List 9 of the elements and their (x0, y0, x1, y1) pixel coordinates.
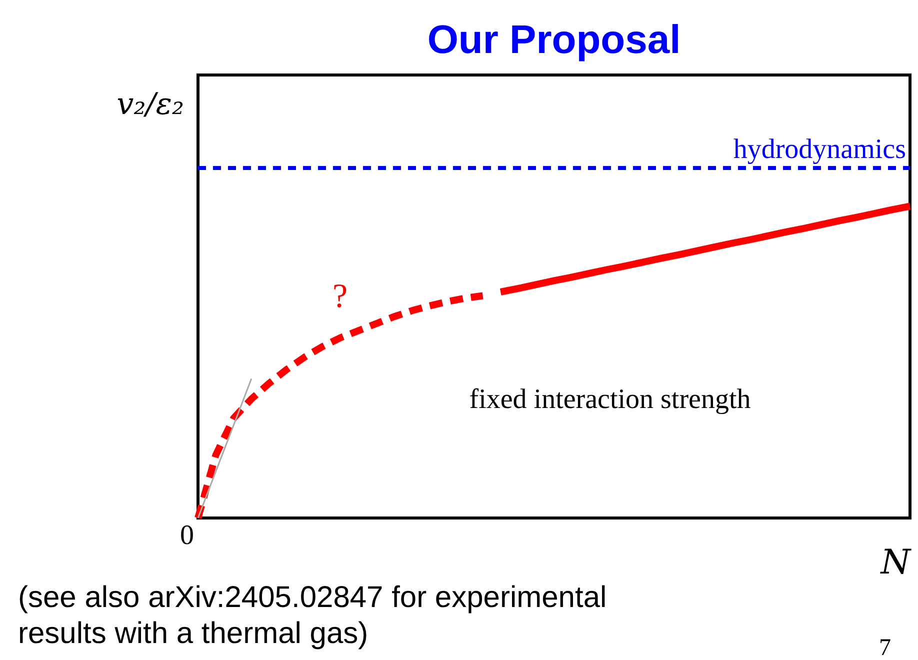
chart-title: Our Proposal (427, 18, 681, 62)
y-axis-title: v₂/ε₂ (116, 87, 184, 122)
text: (see also arXiv:2405.02847 for experimental results with a thermal gas) (18, 581, 607, 650)
annotation: fixed interaction strength (469, 384, 751, 415)
x-axis-title: N (880, 542, 912, 582)
text: 0 (180, 520, 194, 551)
text: 7 (879, 635, 891, 660)
series-label: hydrodynamics (733, 134, 906, 165)
annotation: ? (332, 278, 348, 315)
